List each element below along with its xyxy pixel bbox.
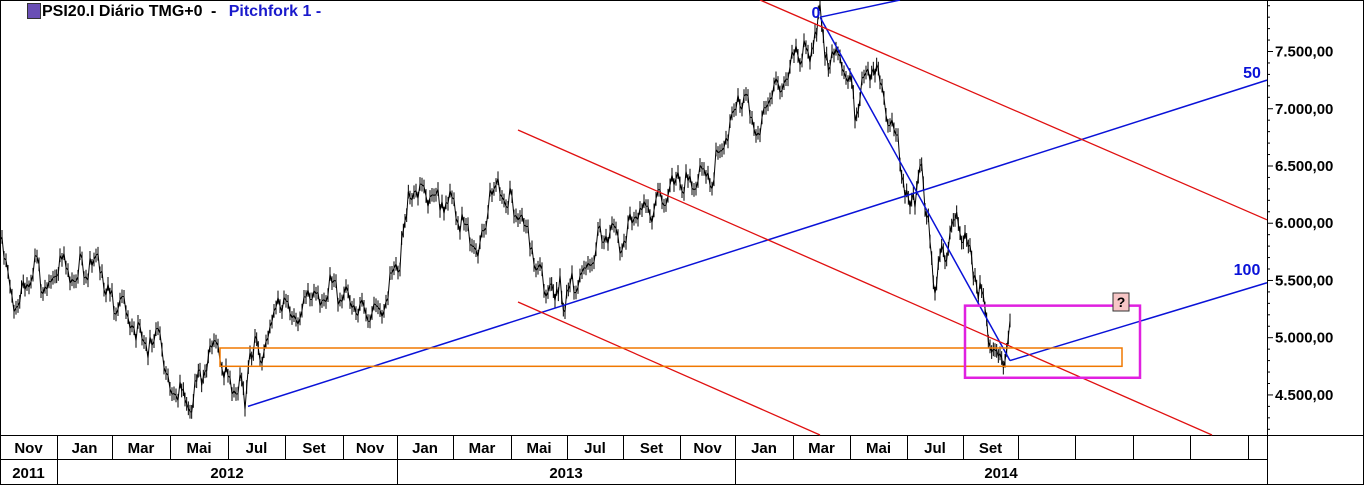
chart-header: PSI20.I Diário TMG+0 - Pitchfork 1 -: [26, 3, 321, 21]
y-tick-label: 6.500,00: [1275, 158, 1333, 175]
month-label: Set: [640, 440, 663, 457]
y-tick-label: 4.500,00: [1275, 387, 1333, 404]
month-label: Mai: [186, 440, 211, 457]
month-label: Jul: [584, 440, 606, 457]
tine-middle[interactable]: [517, 129, 1213, 436]
month-label: Mar: [128, 440, 155, 457]
month-label: Mai: [866, 440, 891, 457]
month-label: Jan: [412, 440, 438, 457]
symbol-label[interactable]: PSI20.I Diário TMG+0: [42, 3, 203, 20]
pitchfork-level-label: 100: [1234, 262, 1261, 279]
question-marker-text: ?: [1117, 294, 1126, 310]
y-tick-label: 6.000,00: [1275, 215, 1333, 232]
month-label: Mar: [469, 440, 496, 457]
pitchfork-tool-label[interactable]: Pitchfork 1: [228, 3, 312, 20]
question-marker-box[interactable]: [1112, 292, 1130, 312]
header-separator: -: [210, 3, 217, 20]
pitchfork-level-label: 50: [1243, 65, 1261, 82]
year-label: 2014: [984, 465, 1018, 482]
y-tick-label: 7.500,00: [1275, 44, 1333, 61]
zone-rectangle[interactable]: [219, 347, 1123, 368]
pitchfork-level-label: 0: [812, 5, 821, 22]
month-label: Mar: [808, 440, 835, 457]
pitchfork-line-100[interactable]: [1009, 282, 1268, 362]
month-label: Set: [979, 440, 1002, 457]
pitchfork-line-50[interactable]: [247, 79, 1268, 408]
pitchfork-line-0[interactable]: [819, 0, 901, 18]
y-tick-label: 5.500,00: [1275, 272, 1333, 289]
cfd-logo-icon: [27, 3, 41, 19]
month-label: Set: [302, 440, 325, 457]
tine-upper[interactable]: [759, 0, 1268, 221]
year-label: 2011: [12, 465, 45, 482]
y-tick-label: 7.000,00: [1275, 101, 1333, 118]
month-label: Jul: [246, 440, 268, 457]
price-line: [0, 3, 1011, 413]
pitchfork-tool-menu[interactable]: -: [315, 3, 322, 20]
price-series[interactable]: [0, 0, 1011, 419]
zone-rectangle[interactable]: [963, 304, 1142, 380]
month-label: Nov: [693, 440, 722, 457]
tine-lower[interactable]: [517, 301, 821, 436]
month-label: Mai: [526, 440, 551, 457]
y-tick-label: 5.000,00: [1275, 330, 1333, 347]
month-label: Jan: [751, 440, 777, 457]
pitchfork-handle-0-100[interactable]: [819, 16, 1011, 361]
year-label: 2013: [549, 465, 582, 482]
month-label: Nov: [14, 440, 43, 457]
month-label: Jan: [72, 440, 98, 457]
year-label: 2012: [210, 465, 243, 482]
month-label: Nov: [356, 440, 385, 457]
month-label: Jul: [924, 440, 946, 457]
